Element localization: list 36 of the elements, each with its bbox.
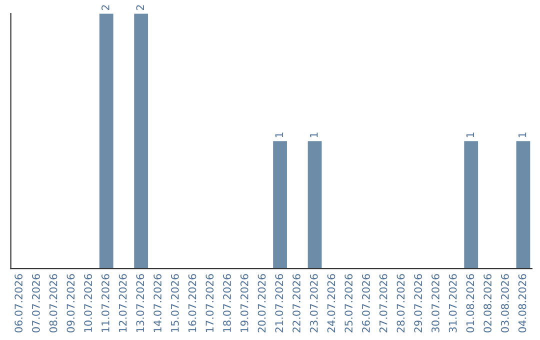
data-label: 1 — [275, 132, 283, 138]
x-tick-label: 25.07.2026 — [344, 274, 353, 332]
x-tick-label: 04.08.2026 — [518, 274, 526, 332]
x-tick-label: 19.07.2026 — [240, 274, 248, 332]
x-tick-label: 28.07.2026 — [396, 274, 405, 332]
x-tick-label: 17.07.2026 — [206, 274, 214, 332]
x-tick-label: 23.07.2026 — [310, 274, 318, 332]
x-tick-label: 20.07.2026 — [258, 274, 266, 332]
x-tick-label: 29.07.2026 — [414, 274, 422, 332]
x-tick-label: 03.08.2026 — [500, 274, 509, 332]
x-tick-label: 02.08.2026 — [484, 274, 492, 332]
x-tick-label: 18.07.2026 — [223, 274, 231, 332]
x-tick-label: 31.07.2026 — [448, 274, 457, 332]
x-tick-label: 21.07.2026 — [275, 274, 284, 332]
x-tick-label: 08.07.2026 — [49, 274, 58, 332]
x-tick-label: 06.07.2026 — [14, 274, 23, 332]
x-tick-label: 26.07.2026 — [362, 274, 370, 332]
x-tick-label: 27.07.2026 — [379, 274, 388, 332]
data-label: 1 — [518, 132, 526, 138]
x-tick-label: 22.07.2026 — [292, 274, 300, 332]
x-tick-label: 13.07.2026 — [136, 274, 144, 332]
x-tick-label: 14.07.2026 — [154, 274, 162, 332]
x-tick-label: 10.07.2026 — [84, 274, 92, 332]
data-label: 2 — [136, 5, 144, 10]
x-tick-label: 24.07.2026 — [327, 274, 336, 332]
x-tick-label: 30.07.2026 — [432, 274, 440, 332]
x-tick-label: 11.07.2026 — [101, 274, 110, 332]
x-tick-label: 09.07.2026 — [66, 274, 75, 332]
x-tick-label: 12.07.2026 — [118, 274, 127, 332]
data-label: 1 — [466, 132, 474, 138]
x-tick-label: 01.08.2026 — [466, 274, 474, 332]
x-tick-label: 16.07.2026 — [188, 274, 196, 332]
x-tick-label: 07.07.2026 — [32, 274, 40, 332]
x-tick-label: 15.07.2026 — [170, 274, 179, 332]
data-label: 2 — [101, 5, 110, 10]
data-label: 1 — [310, 132, 318, 138]
